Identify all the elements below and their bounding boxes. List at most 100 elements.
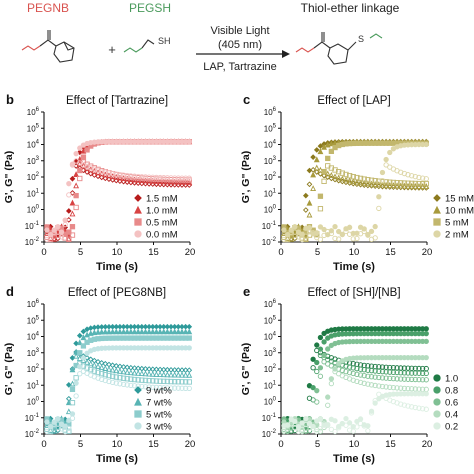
data-point bbox=[153, 378, 160, 384]
data-point bbox=[325, 421, 331, 428]
x-tick-label: 15 bbox=[385, 439, 396, 450]
data-point bbox=[139, 377, 145, 383]
data-point bbox=[343, 171, 349, 178]
data-point bbox=[106, 372, 112, 379]
data-point bbox=[387, 375, 393, 382]
data-point bbox=[343, 415, 349, 422]
data-point bbox=[153, 174, 160, 181]
legend-marker bbox=[134, 422, 142, 430]
legend-label: 3 wt% bbox=[146, 422, 172, 433]
data-point bbox=[343, 363, 349, 369]
data-point bbox=[47, 426, 54, 432]
data-point bbox=[157, 378, 163, 384]
data-point bbox=[139, 383, 145, 390]
data-point bbox=[168, 371, 174, 378]
data-point bbox=[317, 206, 324, 212]
data-point bbox=[109, 328, 116, 335]
y-tick-label: 100 bbox=[27, 397, 40, 407]
data-point bbox=[135, 369, 142, 376]
data-point bbox=[127, 328, 134, 335]
data-point bbox=[106, 378, 112, 385]
legend-marker bbox=[433, 410, 441, 418]
chart-title: Effect of [SH]/[NB] bbox=[307, 287, 400, 299]
plus-sign: + bbox=[108, 42, 116, 57]
data-point bbox=[398, 370, 404, 376]
data-point bbox=[186, 371, 193, 378]
data-point bbox=[66, 425, 72, 431]
data-point bbox=[387, 149, 393, 156]
data-point bbox=[124, 376, 130, 382]
data-point bbox=[336, 236, 342, 242]
data-point bbox=[398, 385, 404, 391]
data-point bbox=[149, 328, 156, 335]
data-point bbox=[62, 222, 68, 228]
data-point bbox=[328, 376, 335, 382]
data-point bbox=[416, 174, 422, 181]
data-point bbox=[84, 365, 90, 371]
y-tick-label: 104 bbox=[27, 332, 40, 342]
data-point bbox=[409, 386, 415, 392]
pegsh-label: PEGSH bbox=[129, 1, 171, 15]
data-point bbox=[354, 174, 360, 181]
data-point bbox=[368, 228, 375, 235]
data-point bbox=[339, 170, 345, 176]
data-point bbox=[346, 420, 353, 426]
data-point bbox=[77, 350, 83, 356]
y-tick-label: 101 bbox=[264, 380, 277, 390]
data-point bbox=[409, 404, 415, 410]
data-point bbox=[379, 369, 386, 375]
data-point bbox=[73, 393, 79, 399]
y-tick-label: 105 bbox=[27, 123, 40, 133]
legend-label: 0.2 bbox=[445, 422, 458, 433]
legend-label: 5 mM bbox=[445, 218, 469, 229]
data-point bbox=[150, 378, 156, 384]
data-point bbox=[120, 328, 127, 335]
data-point bbox=[376, 205, 382, 212]
data-point bbox=[292, 224, 298, 230]
data-point bbox=[325, 346, 331, 352]
data-point bbox=[306, 211, 313, 218]
legend-marker bbox=[134, 386, 142, 394]
data-point bbox=[357, 179, 364, 186]
data-point bbox=[117, 171, 123, 178]
data-point bbox=[409, 180, 415, 187]
data-point bbox=[55, 416, 61, 422]
data-point bbox=[69, 175, 76, 182]
data-point bbox=[175, 379, 181, 385]
data-point bbox=[179, 371, 185, 378]
reaction-scheme: PEGNB + PEGSH SH Visible Light (405 nm) … bbox=[21, 1, 400, 73]
chart-panel-c: c Effect of [LAP]10-210-11001011021031041… bbox=[240, 92, 474, 273]
data-point bbox=[357, 175, 364, 182]
x-tick-label: 20 bbox=[422, 247, 433, 258]
data-point bbox=[175, 371, 182, 378]
data-point bbox=[109, 170, 116, 177]
data-point bbox=[58, 234, 65, 240]
data-point bbox=[69, 411, 76, 417]
arrow-top-label: Visible Light bbox=[210, 25, 269, 37]
data-point bbox=[383, 156, 389, 163]
data-point bbox=[336, 361, 342, 367]
data-point bbox=[66, 229, 72, 235]
data-point bbox=[113, 374, 119, 380]
y-tick-label: 104 bbox=[27, 140, 40, 150]
data-point bbox=[179, 379, 185, 385]
data-point bbox=[317, 193, 324, 199]
data-point bbox=[365, 423, 371, 429]
data-point bbox=[186, 138, 192, 145]
data-point bbox=[361, 228, 367, 235]
data-point bbox=[73, 375, 79, 381]
data-point bbox=[182, 379, 189, 385]
data-point bbox=[317, 236, 324, 243]
data-point bbox=[142, 377, 149, 384]
data-point bbox=[91, 368, 98, 374]
data-point bbox=[106, 328, 112, 335]
data-point bbox=[368, 177, 375, 183]
data-point bbox=[303, 233, 309, 239]
y-tick-label: 104 bbox=[264, 332, 277, 342]
data-point bbox=[423, 338, 429, 345]
legend-label: 7 wt% bbox=[146, 398, 172, 409]
data-point bbox=[179, 385, 185, 391]
data-point bbox=[157, 384, 163, 391]
y-tick-label: 104 bbox=[264, 140, 277, 150]
chart-title: Effect of [Tartrazine] bbox=[66, 95, 168, 107]
